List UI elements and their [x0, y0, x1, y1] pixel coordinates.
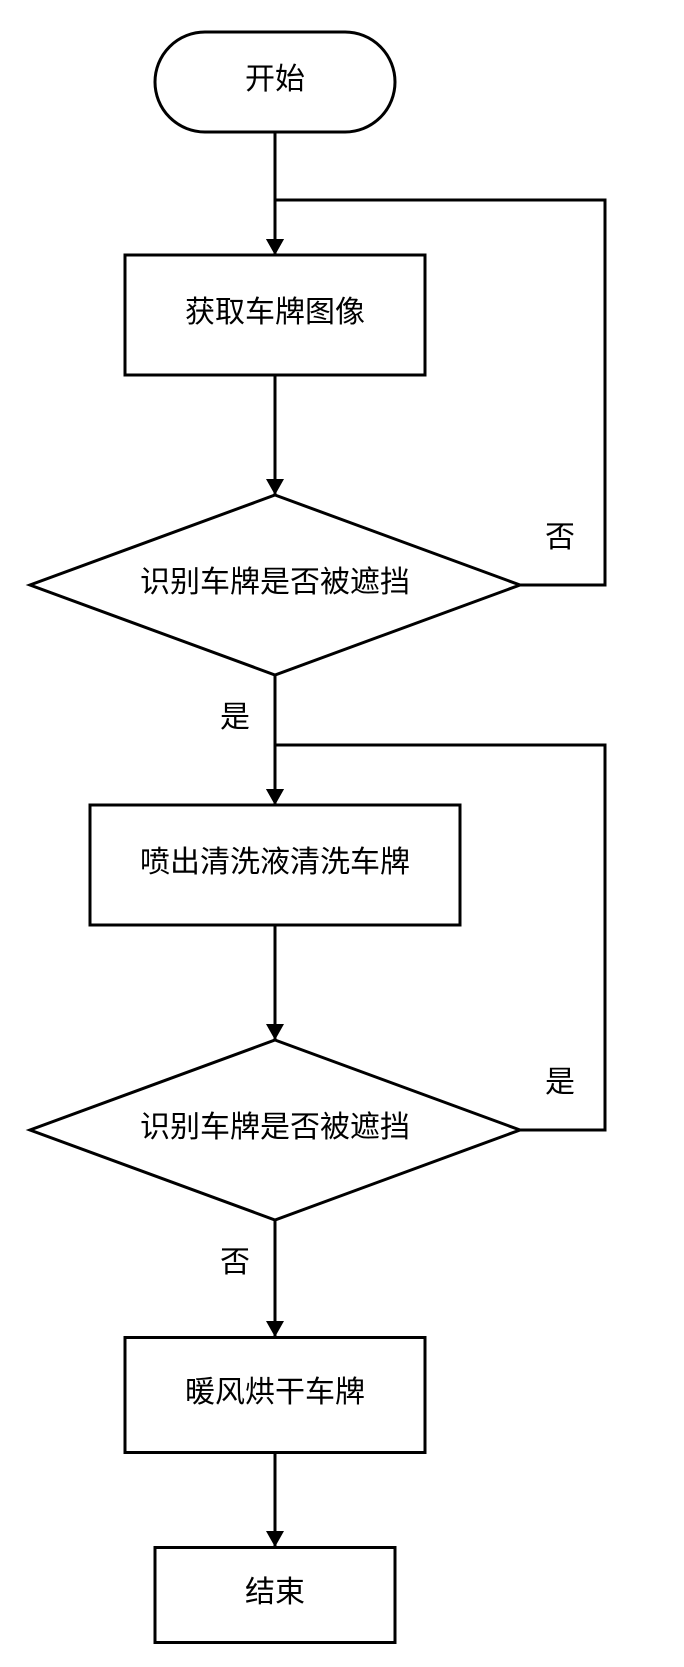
node-start: 开始 [155, 32, 395, 132]
node-label-start: 开始 [245, 63, 305, 96]
edge-label-e5: 否 [220, 1246, 250, 1279]
node-label-check1: 识别车牌是否被遮挡 [140, 566, 410, 599]
node-label-end: 结束 [245, 1576, 305, 1609]
node-capture: 获取车牌图像 [125, 255, 425, 375]
node-wash: 喷出清洗液清洗车牌 [90, 805, 460, 925]
node-check1: 识别车牌是否被遮挡 [30, 495, 520, 675]
arrowhead-e8_yes2 [266, 789, 284, 805]
edge-label-e8_yes2: 是 [545, 1066, 575, 1099]
edge-label-e3: 是 [220, 701, 250, 734]
node-label-wash: 喷出清洗液清洗车牌 [140, 846, 410, 879]
node-label-check2: 识别车牌是否被遮挡 [140, 1111, 410, 1144]
node-dry: 暖风烘干车牌 [125, 1338, 425, 1453]
node-check2: 识别车牌是否被遮挡 [30, 1040, 520, 1220]
arrowhead-e2 [266, 479, 284, 495]
arrowhead-e5 [266, 1321, 284, 1337]
edge-label-e7_no1: 否 [545, 521, 575, 554]
arrowhead-e4 [266, 1024, 284, 1040]
arrowhead-e6 [266, 1531, 284, 1547]
node-label-dry: 暖风烘干车牌 [185, 1376, 365, 1409]
nodes-layer: 开始获取车牌图像识别车牌是否被遮挡喷出清洗液清洗车牌识别车牌是否被遮挡暖风烘干车… [30, 32, 520, 1643]
arrowhead-e7_no1 [266, 239, 284, 255]
node-label-capture: 获取车牌图像 [185, 296, 365, 329]
node-end: 结束 [155, 1548, 395, 1643]
